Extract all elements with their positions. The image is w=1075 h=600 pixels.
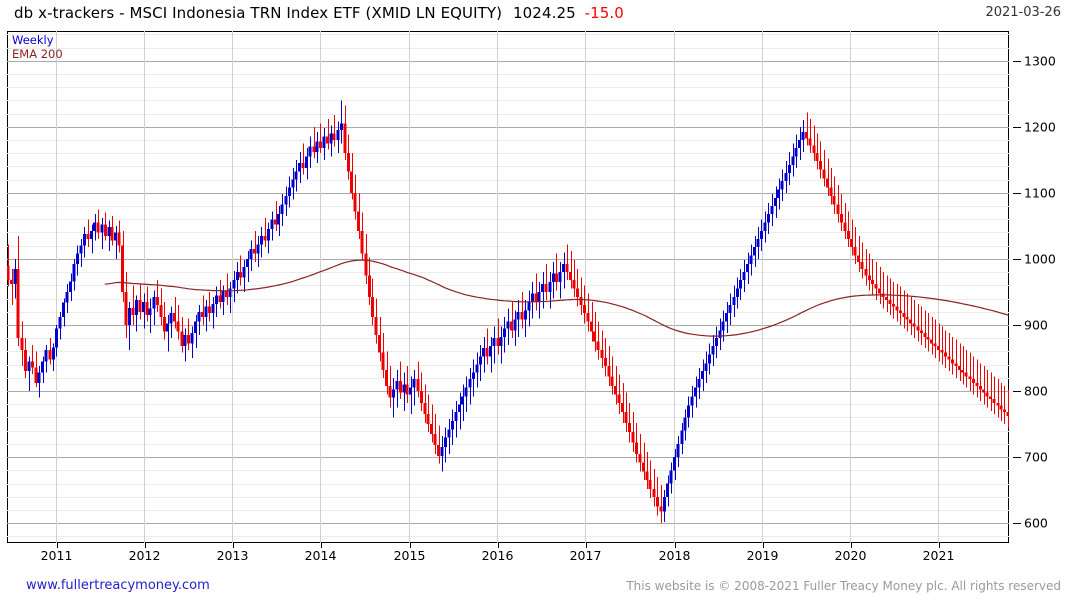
y-axis-tick-label: 900 [1024,317,1048,333]
y-axis-tick-label: 600 [1024,515,1048,531]
x-axis-tick-label: 2018 [658,548,691,563]
y-axis-tick-mark [1013,523,1021,525]
x-axis-tick-label: 2013 [216,548,249,563]
y-axis-tick-label: 1300 [1024,53,1056,69]
x-axis-tick-label: 2015 [393,548,426,563]
y-axis-tick-mark [1013,457,1021,459]
y-axis-tick-label: 1200 [1024,119,1056,135]
x-axis-tick-mark [409,543,411,548]
legend-ema: EMA 200 [12,47,63,62]
x-axis-tick-label: 2011 [40,548,73,563]
price-change: -15.0 [584,4,624,22]
x-axis-tick-label: 2016 [481,548,514,563]
as-of-date: 2021-03-26 [985,5,1061,20]
x-axis-tick-mark [850,543,852,548]
x-axis-tick-mark [497,543,499,548]
y-axis-tick-mark [1013,192,1021,194]
y-axis-tick-label: 1000 [1024,251,1056,267]
chart-header: db x-trackers - MSCI Indonesia TRN Index… [0,0,1075,28]
y-axis-tick-mark [1013,60,1021,62]
y-axis-tick-mark [1013,126,1021,128]
x-axis-tick-label: 2020 [834,548,867,563]
x-axis-tick-mark [762,543,764,548]
x-axis-tick-mark [585,543,587,548]
x-axis-tick-mark [232,543,234,548]
legend-interval: Weekly [12,33,54,47]
x-axis-tick-mark [56,543,58,548]
chart-footer: www.fullertreacymoney.com This website i… [0,578,1075,600]
chart-legend: Weekly EMA 200 [12,33,63,62]
x-axis-tick-mark [144,543,146,548]
y-axis-labels: 600 700 800 900 1000 1100 1200 1300 [1013,31,1075,543]
candlestick-canvas [7,31,1009,543]
instrument-ticker: (XMID LN EQUITY) [365,4,503,22]
x-axis-tick-label: 2014 [304,548,337,563]
y-axis-tick-mark [1013,324,1021,326]
y-axis-tick-label: 800 [1024,383,1048,399]
page-title: db x-trackers - MSCI Indonesia TRN Index… [14,4,624,22]
y-axis-tick-label: 1100 [1024,185,1056,201]
x-axis-tick-mark [938,543,940,548]
x-axis-tick-mark [320,543,322,548]
instrument-name: db x-trackers - MSCI Indonesia TRN Index… [14,4,361,22]
x-axis-tick-label: 2019 [746,548,779,563]
y-axis-tick-mark [1013,391,1021,393]
site-url[interactable]: www.fullertreacymoney.com [26,578,210,593]
y-axis-tick-mark [1013,258,1021,260]
x-axis-tick-label: 2021 [922,548,955,563]
y-axis-tick-label: 700 [1024,449,1048,465]
x-axis-labels: 2011 2012 2013 2014 2015 2016 2017 2018 2019 2020… [0,543,1075,568]
x-axis-tick-label: 2012 [128,548,161,563]
plot-area[interactable] [7,31,1009,543]
x-axis-tick-label: 2017 [569,548,602,563]
copyright-text: This website is © 2008-2021 Fuller Treac… [626,579,1061,593]
x-axis-tick-mark [674,543,676,548]
last-price: 1024.25 [513,4,576,22]
